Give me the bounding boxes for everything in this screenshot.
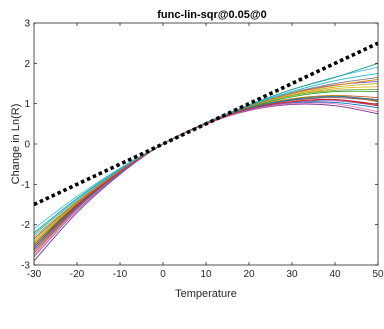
y-tick-label: 3 xyxy=(24,19,30,30)
y-tick-label: -2 xyxy=(21,220,30,231)
x-tick-label: -20 xyxy=(70,269,85,280)
y-axis-ticks: -3 -2 -1 0 1 2 3 xyxy=(21,19,378,272)
x-tick-label: 40 xyxy=(329,269,341,280)
y-tick-label: 2 xyxy=(24,59,30,70)
chart-title: func-lin-sqr@0.05@0 xyxy=(157,9,266,21)
x-axis-label: Temperature xyxy=(175,288,237,300)
y-axis-label: Change in Ln(R) xyxy=(10,104,22,185)
x-tick-label: 0 xyxy=(160,269,166,280)
x-axis-ticks: -30 -20 -10 0 10 20 30 40 50 xyxy=(27,23,384,280)
x-tick-label: 10 xyxy=(200,269,212,280)
y-tick-label: 1 xyxy=(24,99,30,110)
reference-line-layer xyxy=(33,41,379,207)
y-tick-label: 0 xyxy=(24,140,30,151)
x-tick-label: 30 xyxy=(286,269,298,280)
x-tick-label: 50 xyxy=(372,269,384,280)
y-tick-label: -3 xyxy=(21,261,30,272)
reference-dotted-line xyxy=(33,41,379,207)
x-tick-label: 20 xyxy=(243,269,255,280)
x-tick-label: -30 xyxy=(27,269,42,280)
x-tick-label: -10 xyxy=(113,269,128,280)
y-tick-label: -1 xyxy=(21,180,30,191)
plot-area xyxy=(34,23,378,265)
